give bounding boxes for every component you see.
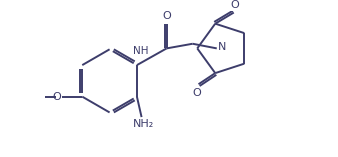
Text: O: O xyxy=(230,0,239,10)
Text: NH₂: NH₂ xyxy=(133,119,154,129)
Text: N: N xyxy=(218,42,226,52)
Text: O: O xyxy=(162,11,171,22)
Text: O: O xyxy=(192,88,201,98)
Text: O: O xyxy=(52,92,61,102)
Text: NH: NH xyxy=(134,46,149,56)
